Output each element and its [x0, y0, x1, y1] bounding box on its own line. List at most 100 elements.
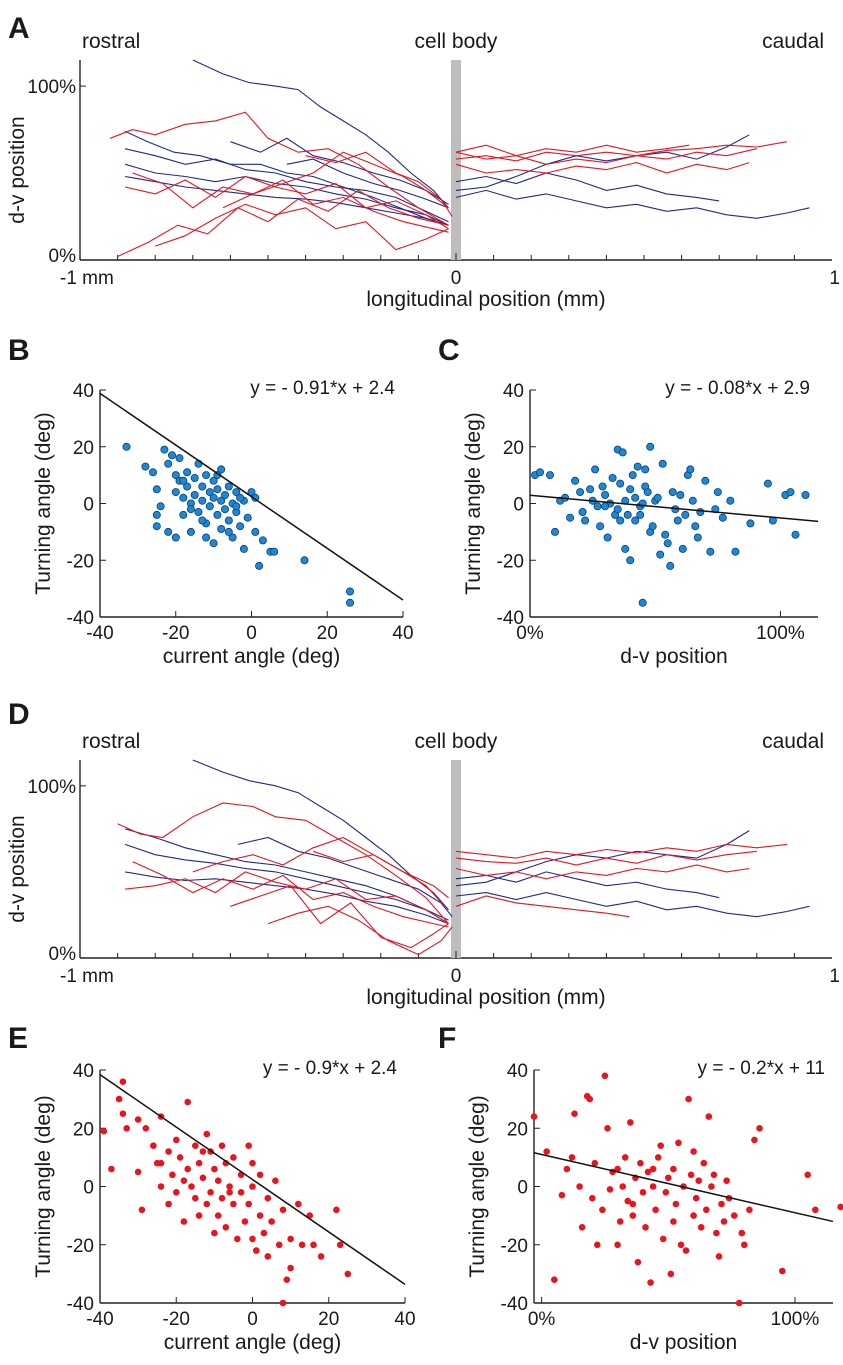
y-tick-label: -20 [497, 551, 524, 572]
data-point [616, 516, 625, 525]
data-point [801, 490, 810, 499]
data-point [665, 1174, 672, 1182]
x-tick-label: 0 [451, 268, 462, 289]
data-point [641, 465, 650, 474]
data-point [239, 544, 248, 553]
data-point [589, 1194, 596, 1202]
data-point [232, 502, 241, 511]
data-point [180, 1177, 188, 1184]
data-point [224, 482, 233, 491]
data-point [631, 493, 640, 502]
trace-red-d [132, 861, 449, 928]
data-point [593, 502, 602, 511]
regression-equation-c: y = - 0.08*x + 2.9 [665, 378, 810, 399]
data-point [237, 1189, 245, 1196]
data-point [656, 550, 665, 559]
trace-red-d [455, 864, 750, 880]
data-point [596, 522, 605, 531]
data-point [211, 1165, 218, 1173]
data-point [586, 485, 595, 494]
y-tick-label: 40 [503, 381, 524, 402]
data-point [644, 1168, 652, 1176]
data-point [199, 1148, 207, 1155]
trace-blue-d [237, 836, 453, 918]
data-point [202, 471, 211, 480]
data-point [693, 533, 702, 542]
data-point [686, 465, 695, 474]
data-point [275, 1241, 283, 1249]
data-point [203, 1200, 211, 1208]
data-point [150, 1142, 157, 1149]
data-point [629, 1212, 637, 1219]
data-point [283, 1276, 291, 1283]
y-axis-title-a: d-v position [6, 116, 29, 223]
data-point [571, 1110, 578, 1117]
data-point [247, 488, 256, 497]
data-point [571, 476, 580, 485]
data-point [670, 1218, 677, 1225]
data-point [558, 1191, 566, 1199]
panel-label-b: B [8, 334, 30, 367]
data-point [623, 510, 632, 519]
trace-blue-a [286, 158, 449, 209]
data-point [108, 1165, 115, 1173]
data-point [165, 1148, 172, 1155]
x-tick-label: 40 [392, 623, 413, 644]
y-axis-title-e: Turning angle (deg) [32, 1095, 55, 1278]
data-point [682, 1247, 690, 1254]
data-point [692, 1194, 700, 1202]
trace-red-a [124, 175, 449, 230]
data-point [690, 1148, 697, 1155]
data-point [628, 471, 637, 480]
data-point [123, 1125, 130, 1132]
data-point [812, 1206, 819, 1214]
x-tick-label: 0 [247, 1309, 258, 1330]
x-tick-label: -20 [162, 623, 189, 644]
panel-label-e: E [8, 1022, 28, 1055]
data-point [186, 505, 195, 514]
data-point [543, 1148, 550, 1155]
data-point [218, 1142, 226, 1149]
data-point [287, 1264, 294, 1272]
data-point [268, 1218, 275, 1225]
data-point [230, 1154, 237, 1161]
trace-blue-a [124, 148, 449, 223]
trace-red-a [455, 141, 787, 162]
data-point [581, 516, 590, 525]
trace-blue-d [455, 871, 720, 899]
data-point [786, 488, 795, 497]
data-point [710, 1171, 718, 1179]
data-point [245, 1142, 252, 1149]
data-point [614, 1241, 621, 1249]
regression-line-f [533, 1151, 834, 1223]
data-point [134, 1116, 142, 1123]
data-point [345, 598, 354, 607]
data-point [179, 476, 188, 485]
region-label-cell-body: cell body [415, 730, 498, 753]
data-point [591, 1159, 599, 1167]
region-label-caudal: caudal [762, 30, 824, 53]
data-point [213, 485, 222, 494]
x-tick-label: -1 mm [60, 966, 114, 987]
data-point [621, 1154, 629, 1161]
data-point [705, 1113, 713, 1120]
data-point [568, 1154, 576, 1161]
region-label-cell-body: cell body [415, 30, 498, 53]
data-point [576, 488, 585, 497]
data-point [230, 1200, 237, 1208]
y-tick-label: 0 [517, 1178, 528, 1199]
data-point [601, 502, 610, 511]
data-point [601, 490, 610, 499]
data-point [779, 1267, 786, 1275]
data-point [152, 510, 161, 519]
data-point [563, 1165, 571, 1173]
y-tick-label: -20 [501, 1236, 528, 1257]
data-point [270, 547, 279, 556]
data-point [636, 510, 645, 519]
trace-blue-a [455, 134, 750, 191]
data-point [142, 1125, 150, 1132]
data-point [616, 479, 625, 488]
y-tick-label: -20 [67, 1236, 94, 1257]
data-point [662, 1189, 670, 1196]
